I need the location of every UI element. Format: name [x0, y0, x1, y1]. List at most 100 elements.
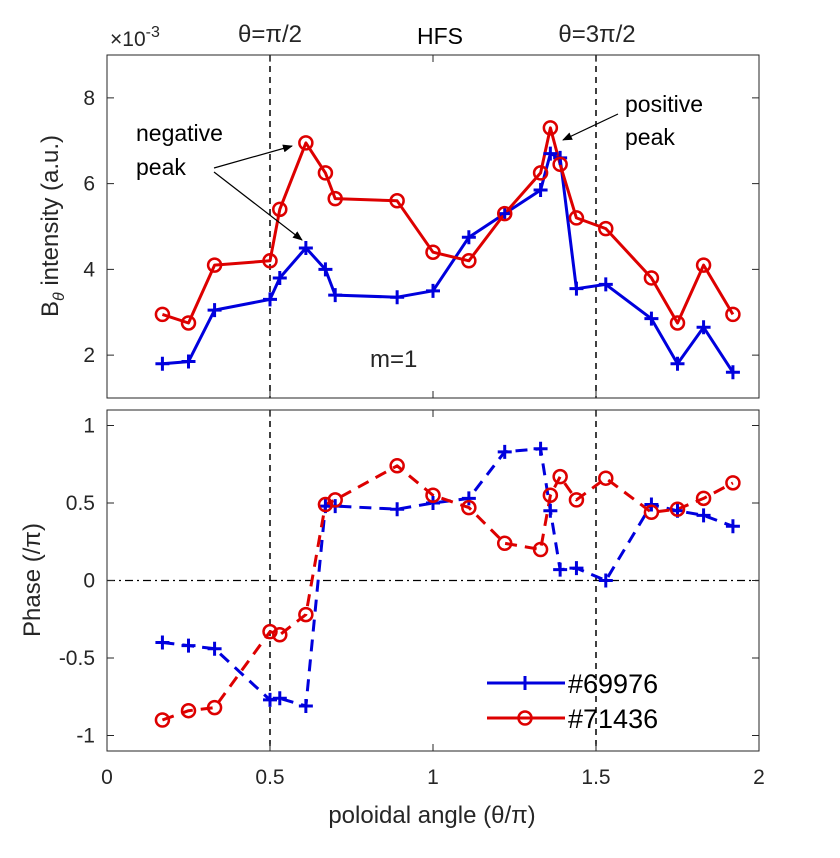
bottom-ytick-label: 0.5 [66, 492, 95, 515]
bottom-point-circle [154, 712, 171, 728]
top-ytick-label: 2 [83, 344, 95, 367]
bottom-point-circle [496, 535, 513, 552]
top-ytick-label: 6 [83, 173, 95, 196]
bottom-point-plus [533, 441, 548, 456]
top-point-plus [670, 356, 685, 371]
top-point-plus [598, 277, 613, 292]
top-series-line-2 [161, 126, 735, 325]
top-point-plus [155, 356, 170, 371]
top-point-circle [695, 257, 712, 273]
top-point-plus [696, 320, 711, 335]
top-point-plus [328, 288, 343, 303]
top-point-plus [272, 270, 287, 285]
bottom-xlabel: poloidal angle (θ/π) [328, 802, 535, 829]
bottom-point-circle [532, 541, 549, 558]
top-point-circle [552, 156, 568, 173]
top-x-ticks [106, 55, 760, 398]
top-point-plus [263, 292, 277, 307]
bottom-point-circle [389, 458, 405, 474]
top-point-plus [298, 240, 313, 255]
bottom-point-circle [298, 606, 314, 623]
top-ytick-label: 8 [83, 87, 95, 110]
top-ylabel: Bθ intensity (a.u.) [37, 135, 68, 317]
top-panel: 2 4 6 8 ×10-3 Bθ intensity (a.u.) θ=π/2 HFS… [37, 21, 760, 399]
top-point-plus [390, 290, 405, 305]
exponent-label: ×10-3 [110, 24, 160, 51]
top-point-circle [568, 210, 585, 226]
negative-peak-label-line1: negative [136, 120, 223, 146]
top-point-circle [496, 205, 513, 222]
bottom-point-plus [696, 508, 711, 523]
top-point-circle [206, 257, 223, 273]
top-point-circle [643, 270, 660, 286]
top-point-plus [533, 183, 548, 198]
bottom-point-circle [643, 504, 660, 521]
bottom-ylabel: Phase (/π) [19, 523, 46, 637]
bottom-ytick-label: -1 [76, 725, 95, 748]
bottom-point-circle [180, 702, 197, 719]
top-point-circle [154, 306, 171, 323]
legend-label-69976: #69976 [568, 669, 658, 699]
top-point-circle [272, 201, 288, 218]
negative-peak-arrow-lower [213, 171, 303, 241]
top-ylabel-subscript: θ [51, 292, 68, 301]
top-series-markers [154, 120, 741, 380]
top-point-plus [181, 354, 196, 369]
bottom-xtick-label: 2 [753, 766, 765, 789]
positive-peak-label-line2: peak [625, 124, 675, 150]
top-ytick-label: 4 [83, 258, 95, 281]
bottom-point-plus [725, 519, 740, 534]
bottom-xtick-label: 0.5 [255, 766, 284, 789]
top-point-circle [532, 165, 549, 181]
top-point-circle [425, 244, 441, 260]
legend-marker-71436 [517, 710, 533, 726]
negative-peak-arrow-upper [213, 144, 293, 169]
bottom-point-plus [263, 692, 277, 707]
bottom-point-circle [568, 492, 585, 508]
negative-peak-label-line2: peak [136, 154, 186, 180]
bottom-point-circle [206, 699, 223, 716]
top-point-plus [725, 365, 740, 380]
legend-label-71436: #71436 [568, 704, 658, 734]
bottom-point-circle [598, 470, 614, 486]
bottom-point-circle [327, 492, 343, 508]
top-point-circle [598, 220, 614, 237]
positive-peak-arrow [562, 113, 619, 141]
bottom-series-markers [154, 441, 741, 728]
bottom-y-ticks: -1 -0.5 0 0.5 1 [59, 415, 759, 748]
mode-label: m=1 [370, 346, 417, 373]
bottom-panel: -1 -0.5 0 0.5 1 0 0.5 1 1.5 2 Phase (/π) poloida… [19, 409, 765, 829]
bottom-point-circle [425, 487, 441, 503]
bottom-point-plus [390, 502, 405, 517]
top-y-ticks: 2 4 6 8 [83, 87, 759, 367]
bottom-point-circle [262, 623, 278, 640]
bottom-point-plus [181, 638, 196, 653]
bottom-point-plus [461, 491, 476, 506]
theta-half-label: θ=π/2 [238, 21, 302, 48]
top-point-circle [327, 190, 343, 207]
positive-peak-label-line1: positive [625, 91, 703, 117]
top-point-circle [262, 253, 278, 269]
top-point-plus [426, 283, 440, 298]
bottom-ytick-label: 1 [83, 415, 95, 438]
bottom-ytick-label: -0.5 [59, 647, 95, 670]
top-point-plus [497, 206, 512, 221]
top-point-plus [569, 281, 584, 296]
bottom-xtick-label: 1.5 [581, 766, 610, 789]
bottom-xtick-label: 1 [427, 766, 439, 789]
bottom-point-circle [461, 499, 477, 516]
top-point-circle [669, 315, 686, 331]
bottom-point-plus [207, 641, 222, 656]
bottom-point-plus [569, 561, 584, 576]
top-point-circle [298, 135, 314, 151]
top-ylabel-rest: intensity (a.u.) [37, 135, 64, 292]
bottom-point-circle [272, 627, 288, 643]
top-point-circle [180, 315, 197, 331]
bottom-point-circle [725, 475, 741, 491]
top-point-plus [461, 230, 476, 245]
bottom-point-plus [272, 691, 287, 706]
top-point-circle [725, 306, 741, 323]
bottom-point-circle [542, 487, 559, 503]
top-point-plus [644, 311, 659, 326]
theta-three-half-label: θ=3π/2 [558, 21, 635, 48]
